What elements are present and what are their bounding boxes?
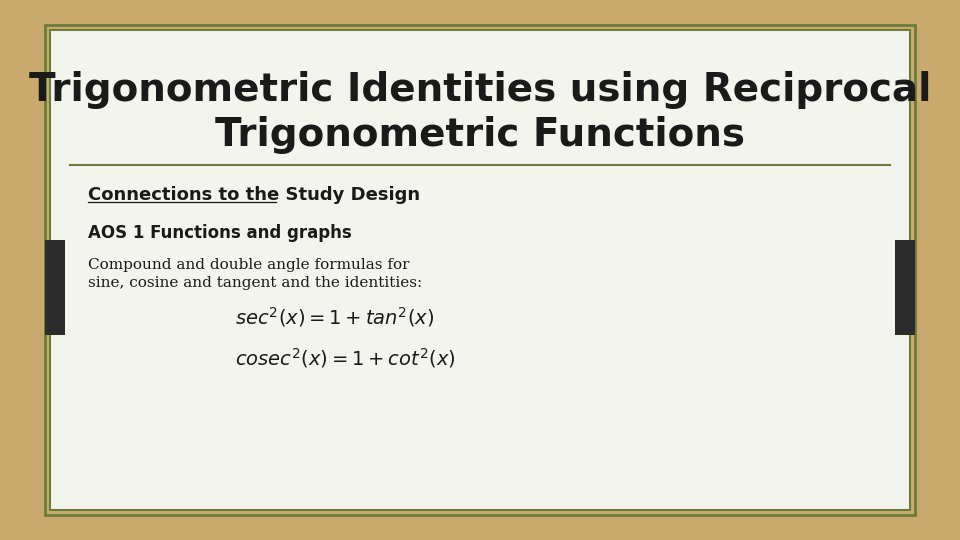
Text: Compound and double angle formulas for: Compound and double angle formulas for (88, 258, 410, 272)
Bar (45, 240, 65, 335)
Text: Connections to the Study Design: Connections to the Study Design (88, 186, 420, 204)
Bar (50, 30, 910, 510)
Text: AOS 1 Functions and graphs: AOS 1 Functions and graphs (88, 224, 351, 242)
Text: Trigonometric Identities using Reciprocal: Trigonometric Identities using Reciproca… (29, 71, 931, 109)
Text: $\mathit{cosec}^2(x) = 1 + \mathit{cot}^2(x)$: $\mathit{cosec}^2(x) = 1 + \mathit{cot}^… (235, 346, 456, 370)
Text: sine, cosine and tangent and the identities:: sine, cosine and tangent and the identit… (88, 276, 422, 290)
Bar (895, 240, 915, 335)
Text: $\mathit{sec}^2(x) = 1 + \mathit{tan}^2(x)$: $\mathit{sec}^2(x) = 1 + \mathit{tan}^2(… (235, 305, 434, 329)
Text: Trigonometric Functions: Trigonometric Functions (215, 116, 745, 154)
